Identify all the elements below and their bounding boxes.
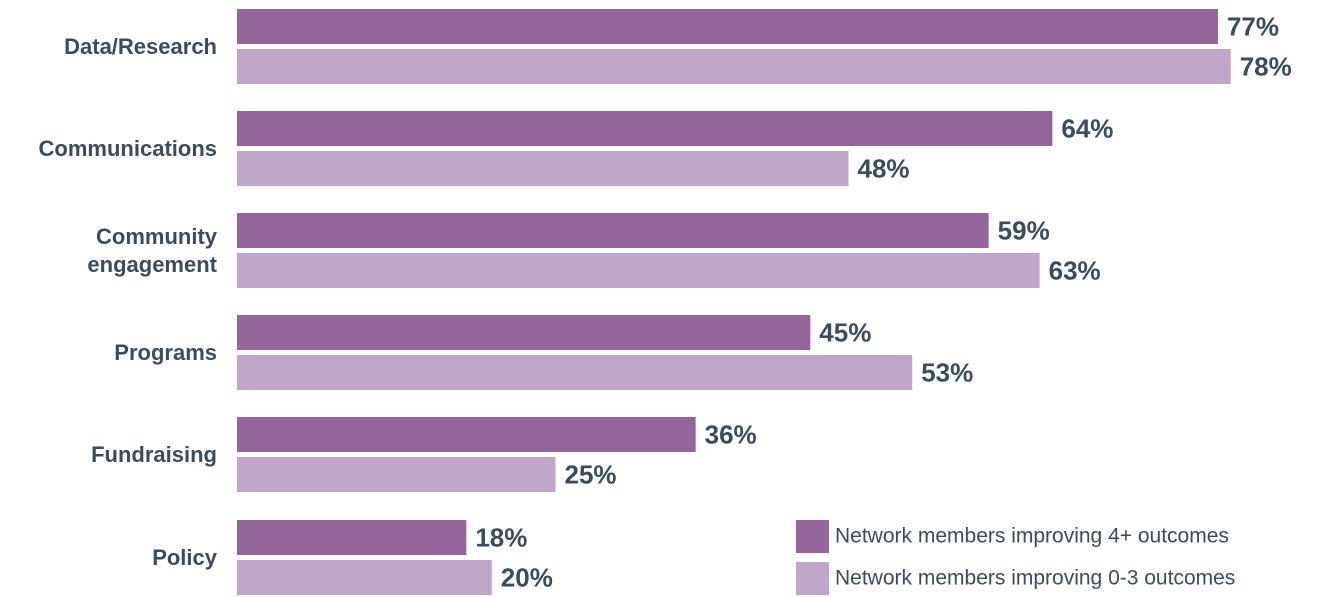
legend-label: Network members improving 0-3 outcomes: [835, 567, 1235, 590]
bar: [237, 253, 1040, 288]
category-label: Fundraising: [91, 442, 217, 467]
bar: [237, 457, 556, 492]
value-label: 20%: [501, 562, 553, 592]
bar: [237, 49, 1231, 84]
value-label: 78%: [1240, 51, 1292, 81]
bar: [237, 315, 811, 350]
value-label: 36%: [705, 419, 757, 449]
value-label: 48%: [858, 153, 910, 183]
category-label: Policy: [152, 545, 217, 570]
bar: [237, 520, 467, 555]
value-label: 18%: [475, 522, 527, 552]
category-label: Programs: [114, 340, 217, 365]
value-label: 45%: [819, 317, 871, 347]
category-label: Communications: [38, 136, 217, 161]
legend-swatch: [796, 520, 829, 553]
value-label: 64%: [1061, 113, 1113, 143]
category-label: Data/Research: [64, 34, 217, 59]
value-label: 59%: [998, 215, 1050, 245]
bar: [237, 417, 696, 452]
value-label: 25%: [565, 459, 617, 489]
bar: [237, 560, 492, 595]
category-label: Community engagement: [87, 224, 217, 277]
value-label: 63%: [1049, 255, 1101, 285]
value-label: 53%: [921, 357, 973, 387]
bar: [237, 213, 989, 248]
bar: [237, 355, 913, 390]
value-label: 77%: [1227, 11, 1279, 41]
bar: [237, 9, 1218, 44]
legend-label: Network members improving 4+ outcomes: [835, 525, 1229, 548]
bar: [237, 151, 849, 186]
legend-swatch: [796, 562, 829, 595]
bar: [237, 111, 1053, 146]
